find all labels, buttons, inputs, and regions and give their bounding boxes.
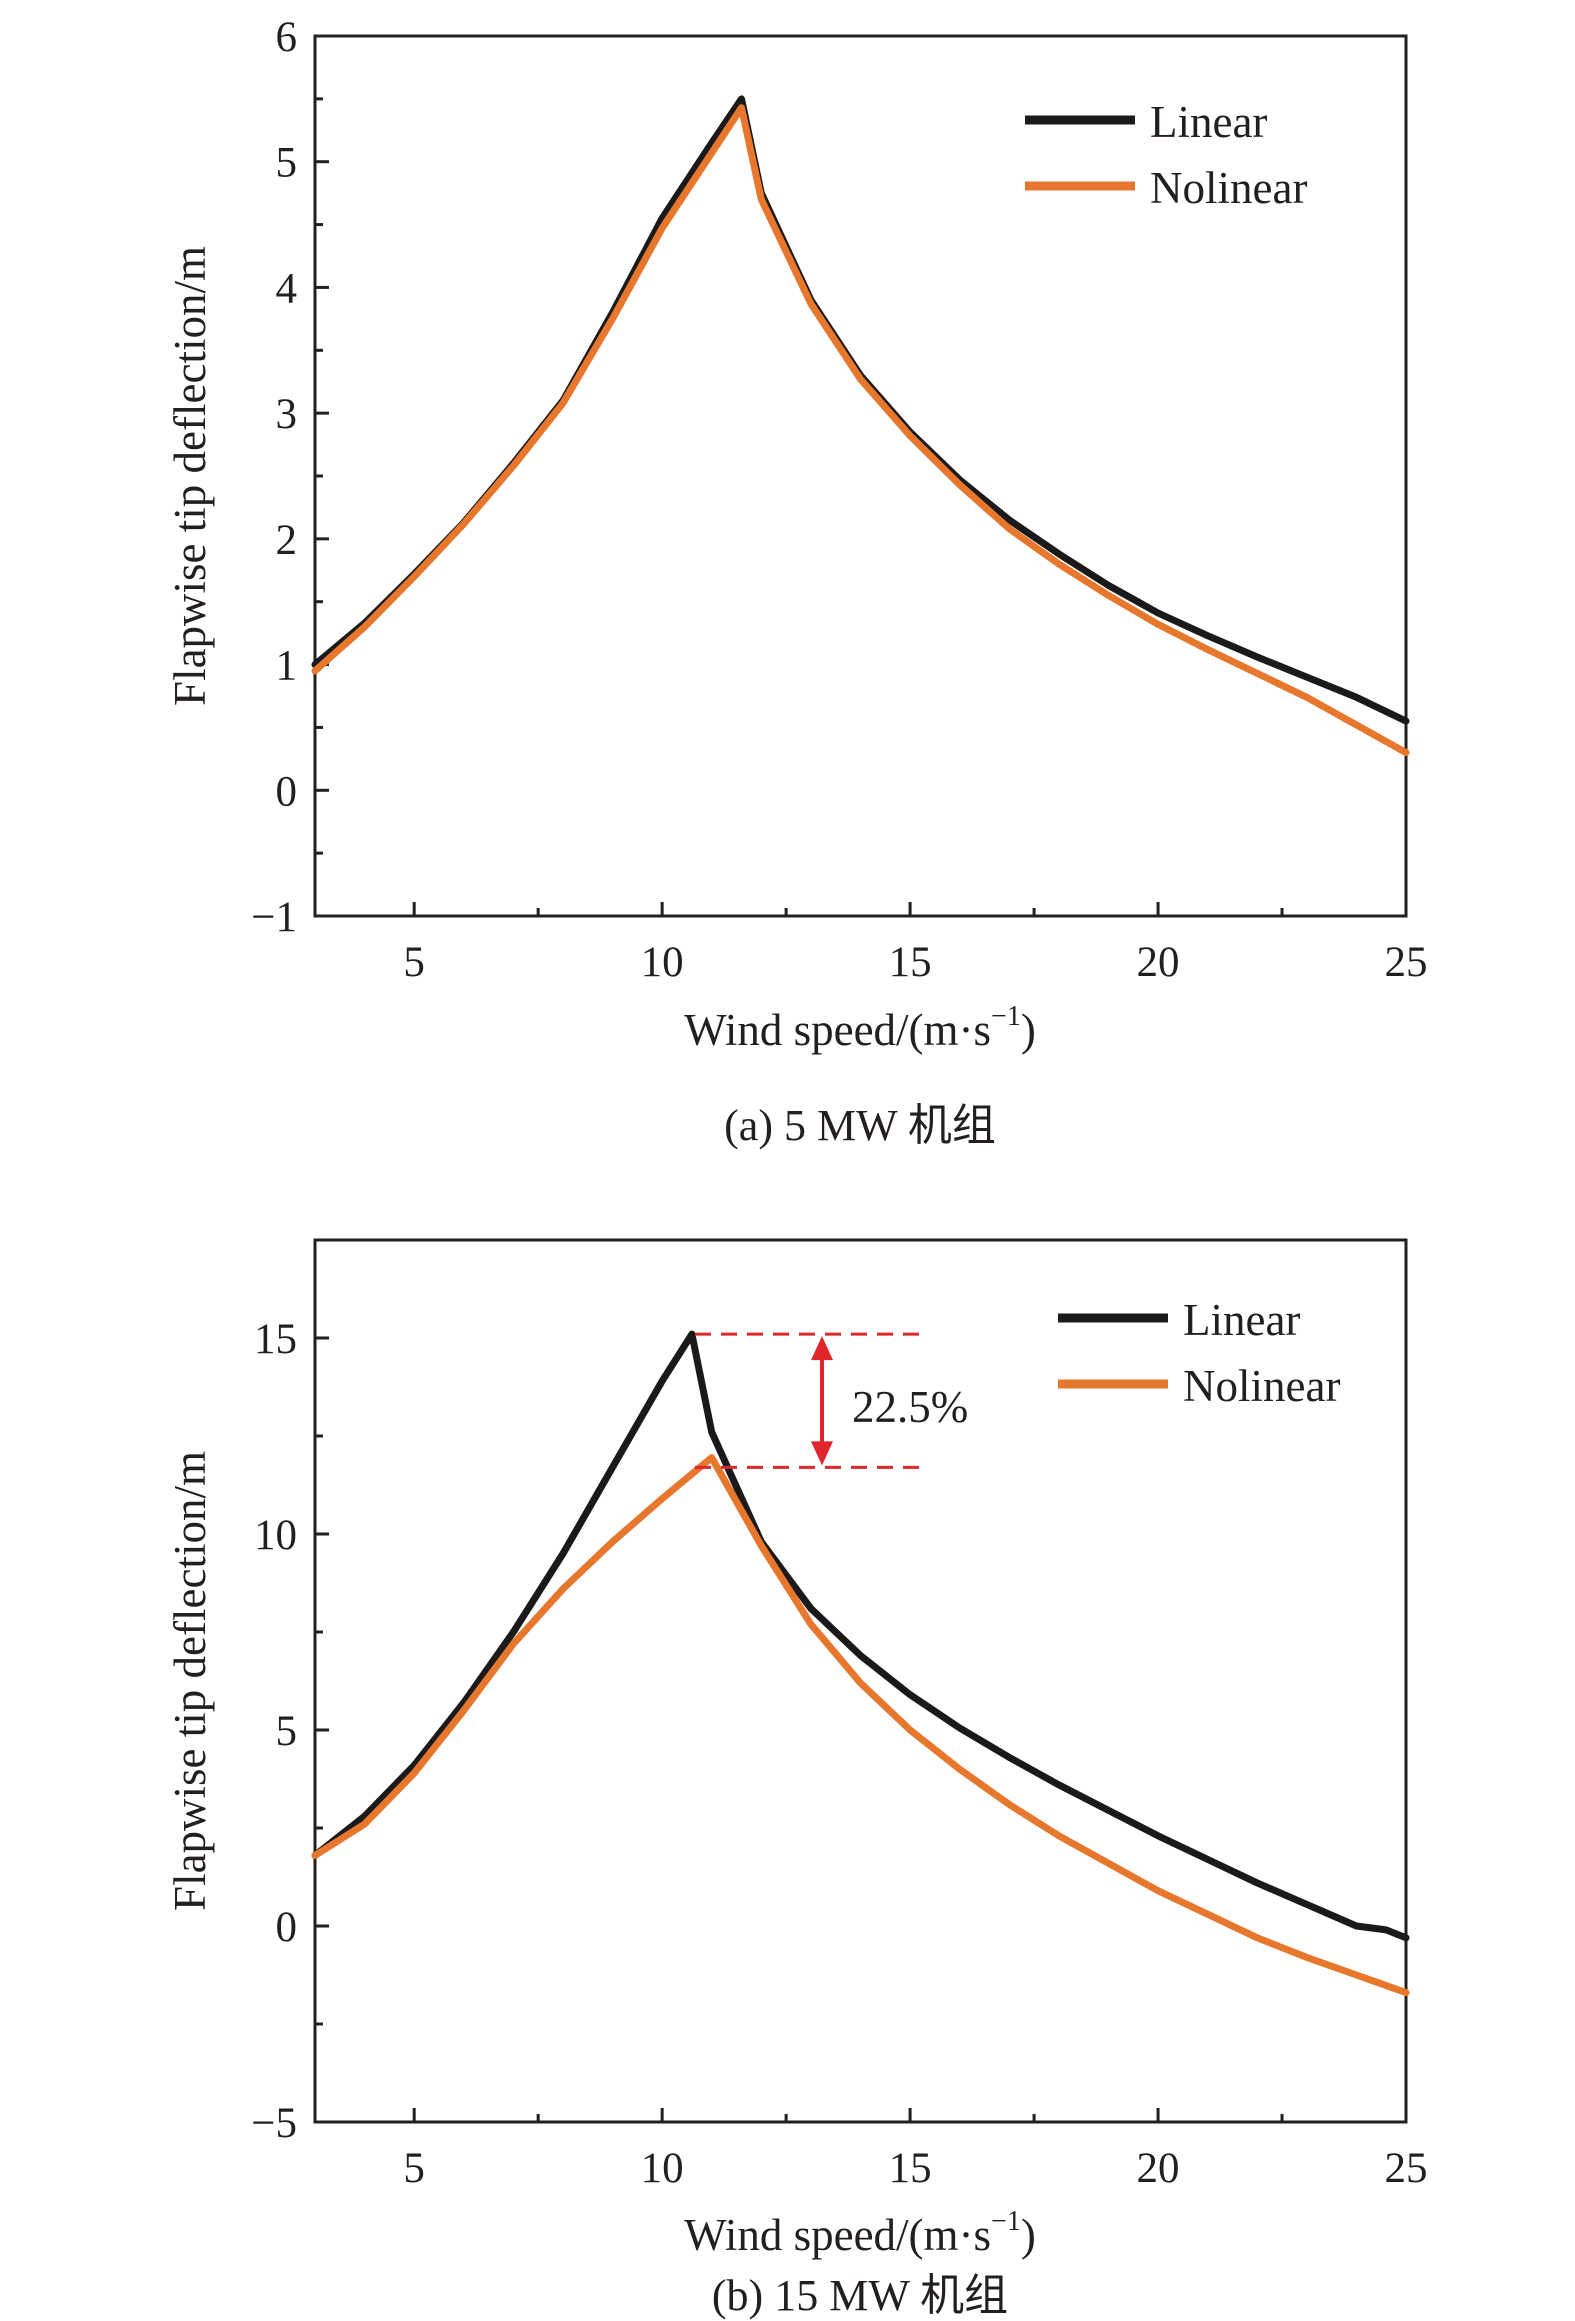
y-axis-title: Flapwise tip deflection/m: [165, 246, 215, 706]
y-tick-label: 10: [254, 1512, 297, 1559]
legend-label-linear: Linear: [1183, 1295, 1300, 1345]
y-tick-label: 1: [276, 643, 298, 690]
x-tick-label: 15: [889, 939, 932, 986]
series-lines: [311, 1330, 1410, 1997]
difference-annotation: 22.5%: [695, 1332, 968, 1469]
x-tick-label: 20: [1137, 2145, 1180, 2192]
y-ticks: −1 0 1 2 3 4 5 6: [251, 14, 329, 941]
x-tick-label: 10: [641, 939, 684, 986]
x-axis-title: Wind speed/(m·s−1): [684, 1001, 1036, 1055]
y-tick-label: −5: [251, 2100, 297, 2147]
series-line-nolinear: [311, 104, 1410, 757]
chart-panel-b: −5 0 5 10 15 5 10 15 20 25 22.5% Flapwise tip de…: [165, 1238, 1428, 2320]
y-tick-label: 5: [276, 140, 298, 187]
x-ticks: 5 10 15 20 25: [403, 902, 1428, 986]
x-tick-label: 20: [1137, 939, 1180, 986]
x-tick-label: 5: [403, 2145, 425, 2192]
y-tick-label: 2: [276, 517, 298, 564]
caption-b: (b) 15 MW 机组: [712, 2271, 1008, 2320]
y-tick-label: 4: [276, 265, 298, 312]
x-tick-label: 5: [403, 939, 425, 986]
x-tick-label: 25: [1385, 939, 1428, 986]
y-tick-label: 0: [276, 1904, 298, 1951]
y-tick-label: 5: [276, 1708, 298, 1755]
y-tick-label: −1: [251, 894, 297, 941]
x-tick-label: 25: [1385, 2145, 1428, 2192]
y-axis-title: Flapwise tip deflection/m: [165, 1451, 215, 1911]
x-axis-title: Wind speed/(m·s−1): [684, 2206, 1036, 2260]
annotation-label: 22.5%: [852, 1382, 968, 1432]
legend-label-linear: Linear: [1150, 97, 1267, 147]
y-tick-label: 3: [276, 391, 298, 438]
legend: Linear Nolinear: [1025, 97, 1307, 213]
plot-frame: [313, 1238, 1408, 2124]
x-tick-label: 10: [641, 2145, 684, 2192]
legend-label-nolinear: Nolinear: [1150, 163, 1307, 213]
x-tick-label: 15: [889, 2145, 932, 2192]
series-line-nolinear: [311, 1454, 1410, 1997]
series-line-linear: [311, 1330, 1410, 1942]
y-ticks: −5 0 5 10 15: [251, 1316, 329, 2147]
y-tick-label: 6: [276, 14, 298, 61]
series-lines: [311, 95, 1410, 757]
annotation-arrowhead-up: [811, 1336, 833, 1361]
annotation-arrowhead-down: [811, 1441, 833, 1466]
y-tick-label: 15: [254, 1316, 297, 1363]
y-tick-label: 0: [276, 768, 298, 815]
chart-panel-a: −1 0 1 2 3 4 5 6 5 10 15 20 25 Flapwise tip deflect…: [165, 14, 1428, 1150]
x-ticks: 5 10 15 20 25: [403, 2108, 1428, 2192]
legend: Linear Nolinear: [1058, 1295, 1340, 1411]
caption-a: (a) 5 MW 机组: [724, 1101, 996, 1150]
legend-label-nolinear: Nolinear: [1183, 1361, 1340, 1411]
